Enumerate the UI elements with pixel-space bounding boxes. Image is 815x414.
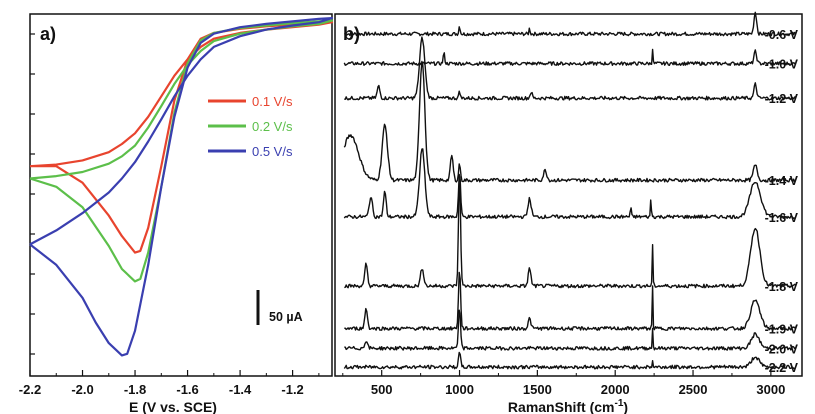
raman-spectrum-1-2-v — [344, 36, 796, 101]
legend-label-0-2-v-s: 0.2 V/s — [252, 119, 293, 134]
raman-spectrum-1-0-v — [343, 48, 797, 66]
raman-spectrum-2-0-v — [344, 309, 796, 351]
panel-b-frame — [334, 13, 803, 377]
cv-curve-0-5-v-s — [29, 17, 334, 357]
scale-bar-label: 50 µA — [269, 310, 303, 324]
raman-spectrum-1-8-v — [344, 182, 796, 289]
potential-label-2-2-v: -2.2 V — [765, 361, 799, 375]
x-tick-label-a-2-2: -2.2 — [19, 382, 41, 397]
x-axis-title-main: RamanShift (cm — [508, 399, 615, 414]
x-tick-label-b-3000: 3000 — [756, 382, 785, 397]
potential-label-1-6-v: -1.6 V — [765, 211, 799, 225]
x-tick-label-b-1000: 1000 — [445, 382, 474, 397]
panel-a-x-ticks: -2.2 -2.0 -1.8 -1.6 -1.4 -1.2 — [19, 370, 320, 397]
x-tick-label-a-1-6: -1.6 — [176, 382, 198, 397]
x-axis-title-superscript: -1 — [615, 398, 624, 409]
potential-label-0-6-v: -0.6 V — [765, 28, 799, 42]
potential-label-1-8-v: -1.8 V — [765, 280, 799, 294]
x-tick-label-b-1500: 1500 — [523, 382, 552, 397]
x-tick-label-a-1-4: -1.4 — [229, 382, 252, 397]
legend: 0.1 V/s 0.2 V/s 0.5 V/s — [208, 94, 293, 159]
raman-spectrum-0-6-v — [344, 11, 796, 37]
x-axis-title-end: ) — [623, 399, 628, 414]
panel-a-curves — [29, 17, 334, 357]
legend-label-0-5-v-s: 0.5 V/s — [252, 144, 293, 159]
legend-label-0-1-v-s: 0.1 V/s — [252, 94, 293, 109]
potential-label-1-4-v: -1.4 V — [765, 174, 799, 188]
panel-b-label: b) — [343, 24, 360, 44]
x-tick-label-b-2500: 2500 — [679, 382, 708, 397]
panel-a-label: a) — [40, 24, 56, 44]
raman-spectrum-2-2-v — [343, 351, 796, 370]
raman-spectrum-1-6-v — [343, 148, 796, 220]
panel-a-frame — [29, 13, 333, 377]
potential-label-1-0-v: -1.0 V — [765, 58, 799, 72]
raman-spectrum-1-9-v — [344, 271, 796, 331]
x-tick-label-b-2000: 2000 — [601, 382, 630, 397]
x-tick-label-a-1-2: -1.2 — [281, 382, 303, 397]
panel-b-x-axis-title: RamanShift (cm-1) — [508, 398, 628, 414]
x-tick-label-a-2-0: -2.0 — [71, 382, 93, 397]
x-tick-label-b-500: 500 — [371, 382, 393, 397]
panel-a-y-ticks — [30, 33, 35, 355]
panel-a-x-axis-title: E (V vs. SCE) — [129, 399, 217, 414]
panel-b-spectra — [343, 11, 797, 370]
panel-b-potential-labels: -0.6 V -1.0 V -1.2 V -1.4 V -1.6 V -1.8 V -1.9… — [765, 28, 799, 375]
potential-label-1-9-v: -1.9 V — [765, 322, 799, 336]
potential-label-2-0-v: -2.0 V — [765, 342, 799, 356]
potential-label-1-2-v: -1.2 V — [765, 92, 799, 106]
x-tick-label-a-1-8: -1.8 — [124, 382, 146, 397]
raman-spectrum-1-4-v — [343, 60, 796, 183]
panel-b-x-ticks: 500 1000 1500 2000 2500 3000 — [342, 370, 785, 397]
